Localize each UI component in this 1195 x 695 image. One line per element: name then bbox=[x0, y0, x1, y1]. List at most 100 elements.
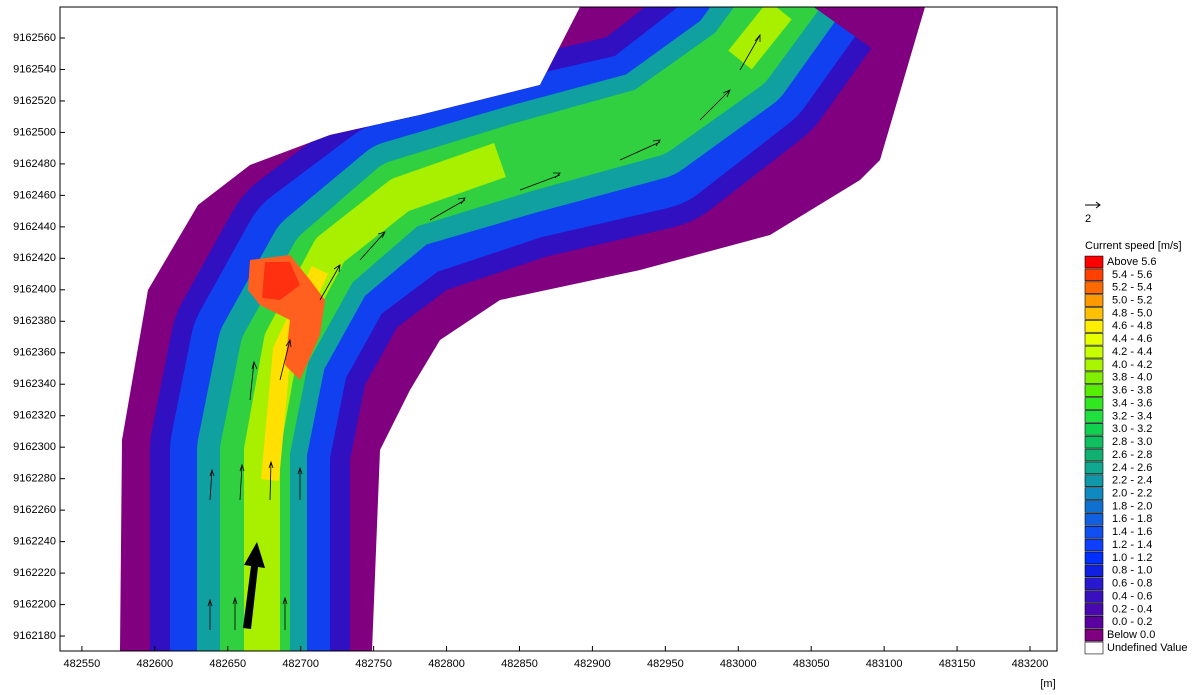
y-tick-label: 9162460 bbox=[13, 189, 56, 201]
legend-swatch bbox=[1085, 308, 1103, 320]
legend-swatch bbox=[1085, 603, 1103, 615]
y-tick-label: 9162200 bbox=[13, 598, 56, 610]
vector-scale-label: 2 bbox=[1085, 213, 1091, 225]
legend-label: 3.6 - 3.8 bbox=[1112, 385, 1152, 397]
legend-swatch bbox=[1085, 578, 1103, 590]
x-unit: [m] bbox=[1040, 678, 1055, 690]
x-tick-label: 482750 bbox=[355, 658, 392, 670]
map-plot: [m] 2 Current speed [m/s] 482550 482600 48… bbox=[0, 0, 1195, 690]
legend-swatch bbox=[1085, 359, 1103, 371]
legend-label: 3.8 - 4.0 bbox=[1112, 372, 1152, 384]
x-tick-label: 482600 bbox=[136, 658, 173, 670]
legend-swatch bbox=[1085, 565, 1103, 577]
vector-scale bbox=[1085, 202, 1100, 208]
y-tick-label: 9162420 bbox=[13, 252, 56, 264]
legend-title: Current speed [m/s] bbox=[1085, 240, 1182, 252]
x-tick-label: 482950 bbox=[647, 658, 684, 670]
y-tick-label: 9162260 bbox=[13, 504, 56, 516]
legend-label: 0.8 - 1.0 bbox=[1112, 565, 1152, 577]
legend-swatch bbox=[1085, 333, 1103, 345]
x-tick-label: 482800 bbox=[428, 658, 465, 670]
legend-label: Below 0.0 bbox=[1107, 629, 1155, 641]
legend-swatch bbox=[1085, 513, 1103, 525]
legend-label: 5.2 - 5.4 bbox=[1112, 282, 1152, 294]
x-tick-label: 482650 bbox=[209, 658, 246, 670]
legend-swatch bbox=[1085, 320, 1103, 332]
legend-swatch bbox=[1085, 449, 1103, 461]
legend-label: 2.6 - 2.8 bbox=[1112, 449, 1152, 461]
legend-swatch bbox=[1085, 269, 1103, 281]
x-tick-label: 482550 bbox=[64, 658, 101, 670]
y-tick-label: 9162240 bbox=[13, 536, 56, 548]
y-tick-label: 9162380 bbox=[13, 315, 56, 327]
legend-label: 0.6 - 0.8 bbox=[1112, 578, 1152, 590]
y-tick-label: 9162560 bbox=[13, 32, 56, 44]
legend-swatch bbox=[1085, 410, 1103, 422]
x-tick-label: 482700 bbox=[282, 658, 319, 670]
legend-swatch bbox=[1085, 436, 1103, 448]
legend-label: 2.8 - 3.0 bbox=[1112, 436, 1152, 448]
legend-label: 4.4 - 4.6 bbox=[1112, 333, 1152, 345]
legend-label: 4.2 - 4.4 bbox=[1112, 346, 1152, 358]
legend-swatch bbox=[1085, 475, 1103, 487]
legend-swatch bbox=[1085, 423, 1103, 435]
legend-label: 2.2 - 2.4 bbox=[1112, 475, 1152, 487]
legend-label: 5.0 - 5.2 bbox=[1112, 295, 1152, 307]
x-tick-label: 483100 bbox=[866, 658, 903, 670]
legend-swatch bbox=[1085, 385, 1103, 397]
y-tick-label: 9162400 bbox=[13, 284, 56, 296]
legend-label: 1.4 - 1.6 bbox=[1112, 526, 1152, 538]
y-tick-label: 9162540 bbox=[13, 63, 56, 75]
y-tick-label: 9162360 bbox=[13, 347, 56, 359]
legend-label: 3.0 - 3.2 bbox=[1112, 423, 1152, 435]
legend-swatch bbox=[1085, 372, 1103, 384]
legend-swatch bbox=[1085, 642, 1103, 654]
legend-label: Above 5.6 bbox=[1107, 256, 1157, 268]
y-tick-label: 9162280 bbox=[13, 473, 56, 485]
legend-swatch bbox=[1085, 295, 1103, 307]
x-tick-label: 483150 bbox=[939, 658, 976, 670]
x-tick-label: 483200 bbox=[1012, 658, 1049, 670]
x-tick-label: 483000 bbox=[720, 658, 757, 670]
legend-swatch bbox=[1085, 488, 1103, 500]
legend-swatch bbox=[1085, 526, 1103, 538]
legend-label: 0.2 - 0.4 bbox=[1112, 603, 1152, 615]
legend-swatch bbox=[1085, 552, 1103, 564]
legend-label: 4.8 - 5.0 bbox=[1112, 307, 1152, 319]
legend-swatch bbox=[1085, 629, 1103, 641]
x-tick-label: 483050 bbox=[793, 658, 830, 670]
legend-label: 3.4 - 3.6 bbox=[1112, 397, 1152, 409]
legend-label: 1.6 - 1.8 bbox=[1112, 513, 1152, 525]
legend-label: 2.4 - 2.6 bbox=[1112, 462, 1152, 474]
legend-label: 1.0 - 1.2 bbox=[1112, 552, 1152, 564]
x-tick-label: 482850 bbox=[501, 658, 538, 670]
y-tick-label: 9162220 bbox=[13, 567, 56, 579]
legend-swatch bbox=[1085, 616, 1103, 628]
legend-label: 0.0 - 0.2 bbox=[1112, 616, 1152, 628]
y-tick-label: 9162340 bbox=[13, 378, 56, 390]
legend-label: 2.0 - 2.2 bbox=[1112, 488, 1152, 500]
legend-swatch bbox=[1085, 256, 1103, 268]
legend-swatch bbox=[1085, 282, 1103, 294]
y-tick-label: 9162500 bbox=[13, 126, 56, 138]
legend-swatch bbox=[1085, 501, 1103, 513]
legend-label: Undefined Value bbox=[1107, 642, 1188, 654]
legend-label: 3.2 - 3.4 bbox=[1112, 410, 1152, 422]
legend-label: 1.2 - 1.4 bbox=[1112, 539, 1152, 551]
legend-swatch bbox=[1085, 346, 1103, 358]
legend-label: 0.4 - 0.6 bbox=[1112, 590, 1152, 602]
y-tick-label: 9162440 bbox=[13, 221, 56, 233]
y-tick-label: 9162300 bbox=[13, 441, 56, 453]
legend-swatch bbox=[1085, 539, 1103, 551]
y-tick-label: 9162180 bbox=[13, 630, 56, 642]
legend-label: 4.6 - 4.8 bbox=[1112, 320, 1152, 332]
y-tick-label: 9162480 bbox=[13, 158, 56, 170]
y-tick-label: 9162520 bbox=[13, 95, 56, 107]
legend-label: 1.8 - 2.0 bbox=[1112, 500, 1152, 512]
y-tick-label: 9162320 bbox=[13, 410, 56, 422]
legend-swatch bbox=[1085, 462, 1103, 474]
speed-field bbox=[120, 0, 925, 690]
legend-swatch bbox=[1085, 591, 1103, 603]
legend-label: 4.0 - 4.2 bbox=[1112, 359, 1152, 371]
legend-swatch bbox=[1085, 398, 1103, 410]
